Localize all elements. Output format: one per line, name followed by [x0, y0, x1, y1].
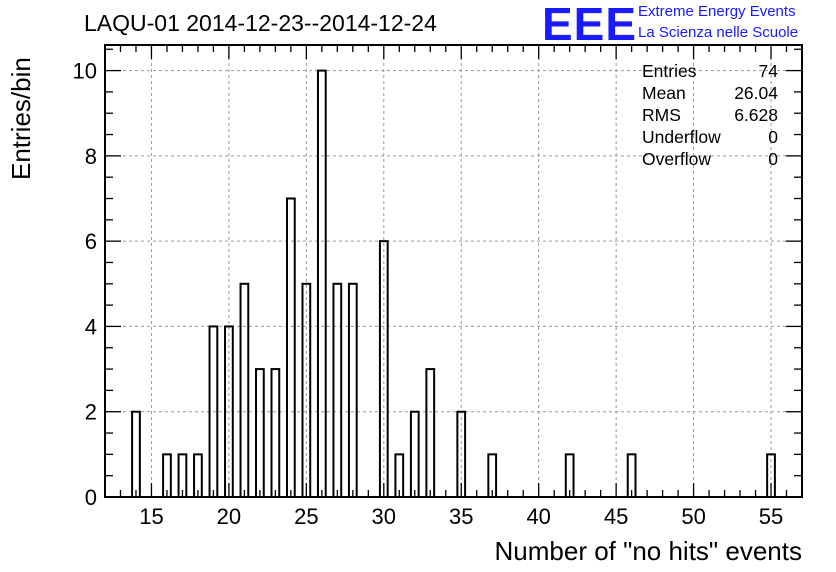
stats-value: 26.04	[734, 83, 778, 103]
x-tick-label: 15	[139, 504, 163, 529]
histogram-bar	[239, 282, 250, 498]
histogram-bar	[347, 282, 358, 498]
y-tick-label: 6	[85, 229, 97, 254]
histogram-bar	[316, 69, 327, 499]
axis-ticks: 15 20 25 30 35 40 45 50 55 0 2 4 6 8 10	[73, 45, 803, 529]
x-tick-label: 50	[681, 504, 705, 529]
x-tick-label: 30	[372, 504, 396, 529]
histogram-title: LAQU-01 2014-12-23--2014-12-24	[84, 10, 437, 36]
histogram-bar	[425, 368, 436, 498]
y-axis-label: Entries/bin	[6, 57, 36, 180]
y-tick-label: 0	[85, 485, 97, 510]
stats-value: 0	[768, 127, 778, 147]
eee-logo: EEE	[542, 0, 638, 50]
logo-line-1: Extreme Energy Events	[638, 3, 796, 20]
y-tick-label: 2	[85, 400, 97, 425]
stats-value: 6.628	[734, 105, 778, 125]
stats-label: Mean	[642, 83, 686, 103]
x-tick-label: 35	[449, 504, 473, 529]
x-tick-label: 55	[759, 504, 783, 529]
plot-frame	[104, 44, 803, 498]
stats-row-overflow: Overflow 0	[642, 148, 778, 170]
y-tick-label: 4	[85, 314, 97, 339]
histogram-bar	[332, 282, 343, 498]
stats-label: Entries	[642, 61, 697, 81]
stats-box: Entries 74 Mean 26.04 RMS 6.628 Underflo…	[642, 60, 778, 170]
stats-label: Overflow	[642, 149, 712, 169]
stats-label: RMS	[642, 105, 681, 125]
x-axis-label: Number of "no hits" events	[494, 536, 803, 566]
x-tick-label: 25	[294, 504, 318, 529]
stats-row-rms: RMS 6.628	[642, 104, 778, 126]
grid-lines	[105, 45, 802, 497]
stats-row-entries: Entries 74	[642, 60, 778, 82]
histogram-bar	[131, 410, 141, 498]
stats-label: Underflow	[642, 127, 721, 147]
x-tick-label: 40	[526, 504, 550, 529]
histogram-bar	[285, 197, 296, 498]
stats-row-mean: Mean 26.04	[642, 82, 778, 104]
histogram-bar	[409, 410, 420, 498]
histogram-bar	[270, 368, 281, 498]
x-tick-label: 20	[217, 504, 241, 529]
stats-row-underflow: Underflow 0	[642, 126, 778, 148]
logo-line-2: La Scienza nelle Scuole	[638, 24, 799, 41]
y-tick-label: 10	[73, 59, 97, 84]
y-tick-label: 8	[85, 144, 97, 169]
x-tick-label: 45	[604, 504, 628, 529]
histogram-bar	[255, 368, 265, 498]
stats-value: 74	[758, 61, 778, 81]
stats-value: 0	[768, 149, 778, 169]
